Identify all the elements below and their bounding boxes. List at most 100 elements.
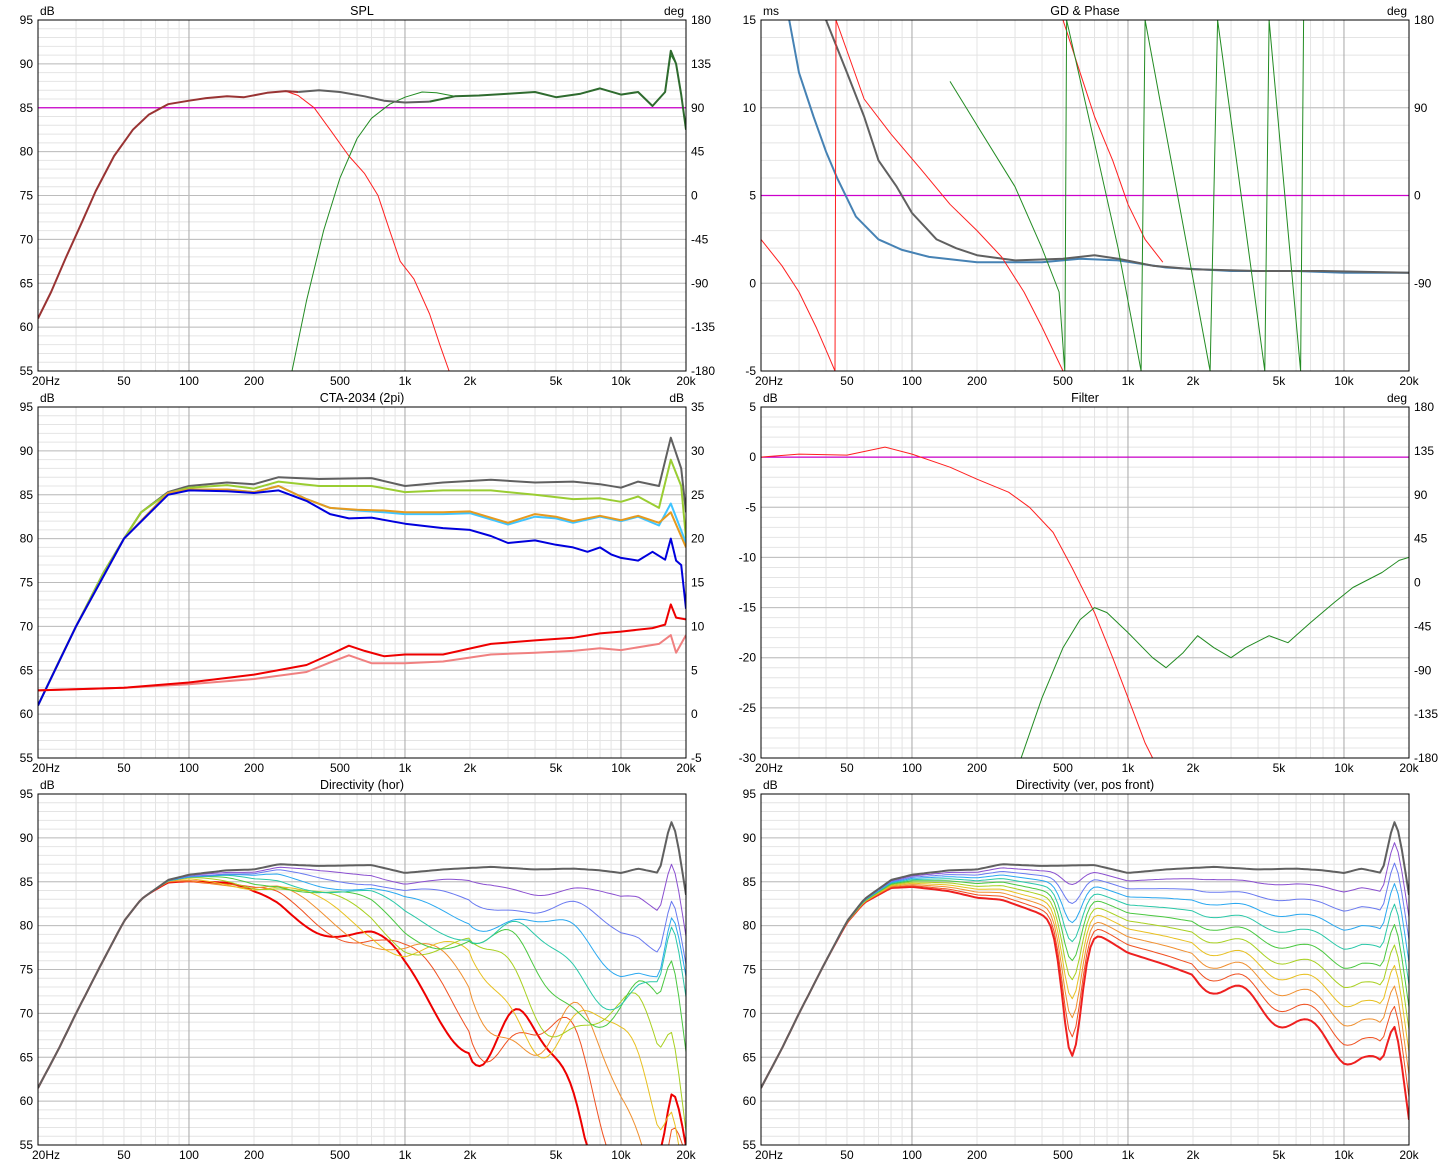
y-tick-label: 5	[749, 189, 756, 203]
series-line	[1020, 556, 1409, 758]
x-tick-label: 1k	[1122, 761, 1136, 775]
y-tick-label: 10	[743, 101, 757, 115]
x-tick-label: 5k	[1273, 761, 1287, 775]
x-tick-label: 50	[840, 1148, 854, 1162]
y-tick-label: 55	[743, 1138, 757, 1152]
y-tick-label: 55	[20, 364, 34, 378]
y-tick-label: 95	[743, 787, 757, 801]
y-tick-label-right: 90	[1414, 488, 1428, 502]
y-tick-label-right: 135	[691, 57, 711, 71]
plot-border	[760, 406, 1410, 759]
x-tick-label: 20k	[676, 374, 696, 388]
x-tick-label: 20k	[1399, 1148, 1419, 1162]
y-tick-label: 60	[20, 707, 34, 721]
y-tick-label: 65	[20, 276, 34, 290]
y-tick-label: 70	[743, 1006, 757, 1020]
chart-title: GD & Phase	[1050, 4, 1120, 18]
y-tick-label: -30	[739, 751, 757, 765]
y-unit-right: deg	[1387, 391, 1407, 405]
series-line	[298, 89, 430, 104]
y-unit-right: deg	[664, 4, 684, 18]
y-tick-label-right: 90	[691, 101, 705, 115]
chart-title: CTA-2034 (2pi)	[320, 391, 405, 405]
series-group	[761, 446, 1409, 758]
plot-border	[760, 793, 1410, 1146]
series-line	[429, 49, 686, 130]
x-tick-label: 50	[117, 1148, 131, 1162]
y-unit-left: dB	[40, 778, 55, 792]
y-unit-left: dB	[763, 391, 778, 405]
series-line	[761, 20, 1064, 371]
x-tick-label: 5k	[1273, 374, 1287, 388]
series-group	[38, 49, 686, 371]
y-tick-label: 75	[20, 576, 34, 590]
y-tick-label: 95	[20, 400, 34, 414]
y-tick-label-right: 30	[691, 444, 705, 458]
x-tick-label: 2k	[464, 374, 478, 388]
x-tick-label: 20Hz	[32, 374, 60, 388]
series-line	[38, 821, 686, 1089]
x-tick-label: 500	[330, 374, 350, 388]
x-tick-label: 100	[902, 1148, 922, 1162]
y-tick-label-right: 10	[691, 619, 705, 633]
y-tick-label: 80	[20, 919, 34, 933]
y-tick-label-right: -135	[1414, 707, 1438, 721]
x-tick-label: 50	[840, 761, 854, 775]
y-tick-label: -10	[739, 550, 757, 564]
series-line	[825, 20, 1409, 274]
chart-spl: SPL dB deg 55 60 65 70 75 80 85 90 95 -180 -135 -90 -45…	[20, 4, 716, 388]
y-tick-label-right: 5	[691, 663, 698, 677]
x-tick-label: 200	[244, 761, 264, 775]
x-tick-label: 50	[117, 761, 131, 775]
y-tick-label: 15	[743, 13, 757, 27]
x-tick-label: 500	[1053, 1148, 1073, 1162]
x-tick-label: 2k	[1187, 1148, 1201, 1162]
y-tick-label: 0	[749, 450, 756, 464]
y-tick-label: 60	[20, 320, 34, 334]
y-tick-label: 85	[20, 101, 34, 115]
y-tick-label: 75	[20, 963, 34, 977]
series-line	[1062, 20, 1164, 263]
y-tick-label: 85	[20, 875, 34, 889]
series-group	[761, 821, 1409, 1120]
series-line	[38, 603, 686, 692]
y-tick-label-right: 0	[691, 707, 698, 721]
chart-title: Directivity (hor)	[320, 778, 404, 792]
x-tick-label: 500	[1053, 761, 1073, 775]
x-tick-label: 1k	[1122, 1148, 1136, 1162]
x-tick-label: 10k	[611, 374, 631, 388]
y-tick-label: 80	[20, 532, 34, 546]
x-tick-label: 200	[244, 374, 264, 388]
y-tick-label-right: 135	[1414, 444, 1434, 458]
x-tick-label: 500	[1053, 374, 1073, 388]
y-tick-label-right: 45	[1414, 532, 1428, 546]
x-tick-label: 1k	[399, 374, 413, 388]
y-tick-label: 75	[743, 963, 757, 977]
x-tick-label: 50	[840, 374, 854, 388]
y-tick-label-right: 180	[1414, 13, 1434, 27]
series-line	[761, 821, 1409, 1089]
y-tick-label-right: 90	[1414, 101, 1428, 115]
x-tick-label: 20Hz	[755, 374, 783, 388]
y-unit-left: dB	[40, 391, 55, 405]
x-tick-label: 100	[179, 374, 199, 388]
x-tick-label: 100	[179, 1148, 199, 1162]
x-tick-label: 2k	[464, 1148, 478, 1162]
x-tick-label: 20k	[676, 1148, 696, 1162]
x-tick-label: 1k	[399, 1148, 413, 1162]
x-tick-label: 200	[967, 1148, 987, 1162]
x-tick-label: 20Hz	[32, 1148, 60, 1162]
x-tick-label: 5k	[550, 1148, 564, 1162]
y-tick-label: 70	[20, 1006, 34, 1020]
x-tick-label: 2k	[1187, 761, 1201, 775]
y-tick-label: 95	[20, 13, 34, 27]
plot-border	[37, 406, 687, 759]
plot-area	[761, 407, 1409, 758]
y-tick-label: -20	[739, 651, 757, 665]
y-unit-left: ms	[763, 4, 779, 18]
series-line	[38, 90, 299, 319]
y-tick-label-right: 25	[691, 488, 705, 502]
x-tick-label: 20k	[676, 761, 696, 775]
chart-gd_phase: GD & Phase ms deg -5 0 5 10 15 -90 0 90 180 20Hz 50 10…	[743, 4, 1435, 388]
